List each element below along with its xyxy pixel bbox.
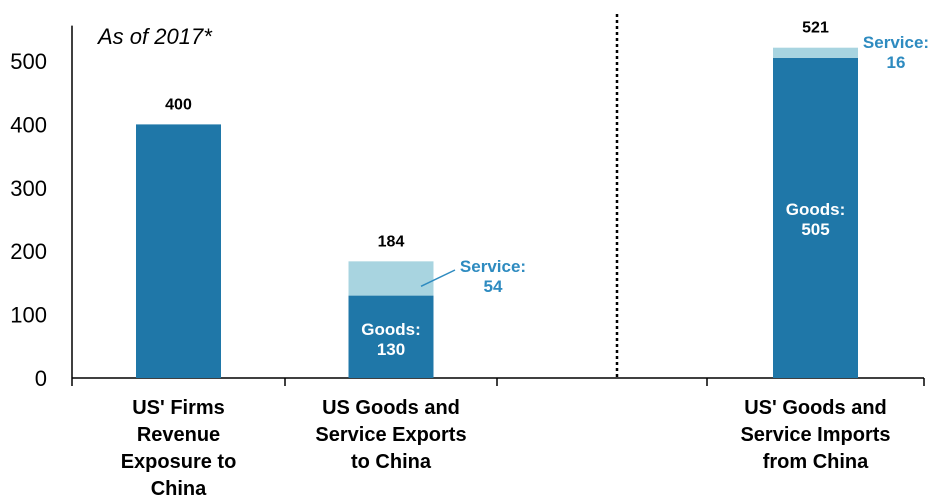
bar-service-1: [348, 261, 434, 296]
category-label: Exposure to: [121, 451, 237, 473]
segment-label: Goods:: [786, 200, 846, 219]
category-label: US' Goods and: [744, 397, 887, 419]
category-label: from China: [763, 451, 869, 473]
category-label: Service Imports: [740, 424, 890, 446]
segment-label: Service:: [863, 33, 929, 52]
segment-label: Service:: [460, 257, 526, 276]
total-label: 184: [378, 233, 405, 250]
category-label: US' Firms: [132, 397, 225, 419]
y-tick-label: 100: [10, 303, 47, 328]
bar-goods-2: [773, 57, 858, 379]
category-label: to China: [351, 451, 432, 473]
y-tick-label: 300: [10, 176, 47, 201]
y-tick-label: 200: [10, 239, 47, 264]
segment-label: 505: [801, 220, 829, 239]
category-label: China: [151, 478, 207, 497]
x-axis: [71, 377, 925, 386]
segment-label: 130: [377, 340, 405, 359]
chart-note: As of 2017*: [96, 24, 213, 49]
y-axis: 0 100 200 300 400 500: [10, 25, 73, 391]
bar-goods-1: [348, 295, 434, 378]
category-label: Service Exports: [315, 424, 466, 446]
service-leader-line: [420, 269, 456, 288]
y-tick-label: 500: [10, 49, 47, 74]
y-tick-label: 0: [35, 366, 47, 391]
category-label: Revenue: [137, 424, 220, 446]
segment-label: 16: [887, 53, 906, 72]
category-label: US Goods and: [322, 397, 460, 419]
labels: 400 US' Firms Revenue Exposure to China 184 US…: [121, 20, 929, 497]
total-label: 521: [802, 20, 829, 37]
total-label: 400: [165, 96, 192, 113]
bar-service-2: [773, 47, 858, 58]
segment-label: 54: [484, 277, 503, 296]
segment-label: Goods:: [361, 320, 421, 339]
y-tick-label: 400: [10, 112, 47, 137]
bars: [136, 47, 858, 379]
bar-goods-0: [136, 124, 221, 379]
